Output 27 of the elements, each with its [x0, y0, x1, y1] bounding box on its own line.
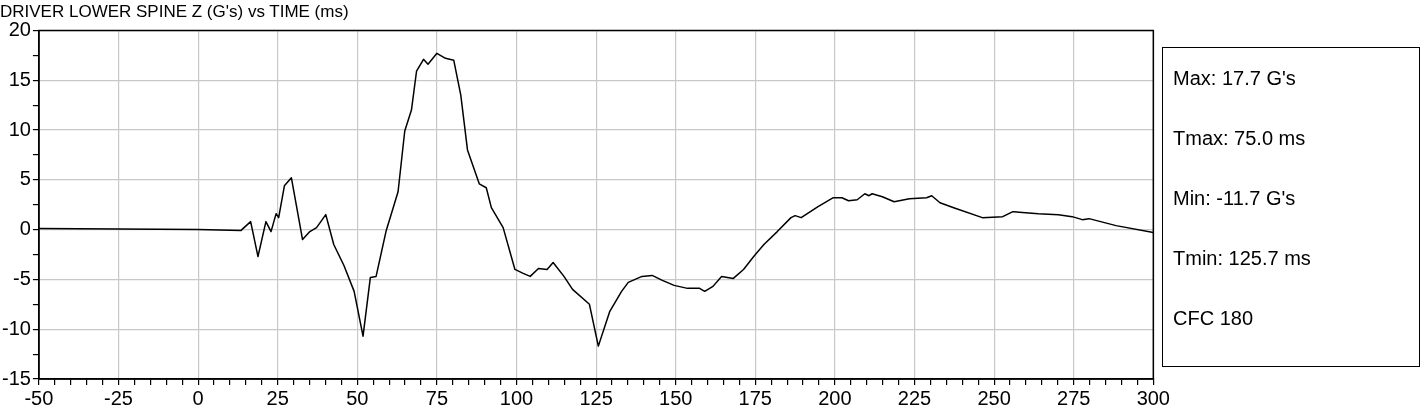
text: Tmax: 75.0 ms	[1173, 126, 1307, 151]
x-tick-label: 200	[818, 386, 852, 409]
x-tick-label: -25	[104, 386, 133, 409]
x-tick-label: 150	[659, 386, 693, 409]
x-tick-label: 300	[1136, 386, 1170, 409]
x-tick-label: 50	[346, 386, 369, 409]
y-tick-label: 10	[8, 117, 31, 140]
y-tick-label: -10	[2, 316, 31, 339]
x-tick-label: 0	[192, 386, 204, 409]
y-tick-label: -5	[13, 266, 31, 289]
y-tick-label: -15	[2, 366, 31, 389]
y-tick-label: 15	[8, 67, 31, 90]
x-tick-label: 175	[738, 386, 772, 409]
y-tick-label: 0	[19, 217, 31, 240]
x-tick-label: 275	[1057, 386, 1091, 409]
x-tick-label: 225	[897, 386, 932, 409]
x-tick-label: 250	[977, 386, 1011, 409]
text: Min: -11.7 G's	[1173, 186, 1297, 211]
x-tick-label: 125	[579, 386, 613, 409]
x-tick-label: 75	[425, 386, 449, 409]
x-tick-label: 25	[266, 386, 289, 409]
text: Max: 17.7 G's	[1173, 66, 1297, 91]
x-tick-label: -50	[24, 386, 54, 409]
text: Tmin: 125.7 ms	[1173, 246, 1312, 271]
text: CFC 180	[1173, 306, 1255, 331]
y-tick-label: 5	[19, 167, 31, 190]
x-tick-label: 100	[499, 386, 534, 409]
